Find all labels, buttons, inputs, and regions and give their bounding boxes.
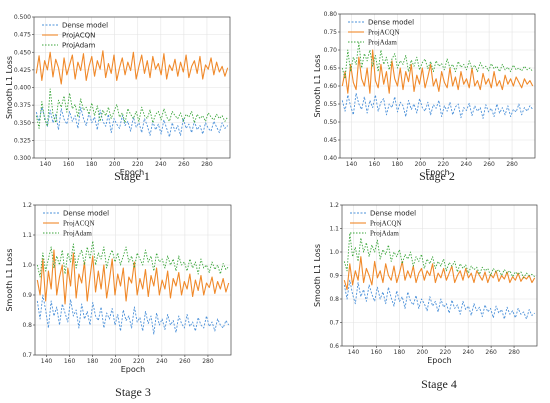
x-tick-label: 140 xyxy=(346,161,358,168)
y-tick-label: 0.60 xyxy=(324,83,338,90)
y-tick-label: 0.9 xyxy=(329,273,339,280)
y-tick-label: 0.70 xyxy=(324,47,338,54)
legend-entry: ProjAdam xyxy=(63,230,92,238)
y-axis-label: Smooth L1 Loss xyxy=(313,54,322,117)
y-tick-label: 0.55 xyxy=(324,101,338,108)
y-tick-label: 1.2 xyxy=(22,202,32,209)
x-tick-label: 140 xyxy=(348,349,360,356)
legend-entry: Dense model xyxy=(368,19,414,27)
y-tick-label: 1.0 xyxy=(22,262,32,269)
y-tick-label: 0.475 xyxy=(14,32,31,39)
x-tick-label: 200 xyxy=(415,161,427,168)
y-tick-label: 0.9 xyxy=(22,292,32,299)
panel-caption: Stage 3 xyxy=(115,385,151,399)
x-axis-label: Epoch xyxy=(427,356,452,365)
y-tick-label: 0.6 xyxy=(329,343,339,350)
panel-caption: Stage 4 xyxy=(421,377,457,391)
y-tick-label: 1.1 xyxy=(22,232,32,239)
y-tick-label: 0.400 xyxy=(14,85,31,92)
x-tick-label: 160 xyxy=(371,349,383,356)
y-tick-label: 0.7 xyxy=(22,352,32,359)
y-tick-label: 0.40 xyxy=(324,155,338,162)
chart-stage-1: 0.300 0.325 0.350 0.375 0.400 0.425 0.450 0.475… xyxy=(5,14,230,183)
y-axis-label: Smooth L1 Loss xyxy=(5,248,14,311)
x-tick-label: 260 xyxy=(179,358,191,365)
x-tick-label: 280 xyxy=(202,358,214,365)
x-tick-label: 280 xyxy=(201,161,213,168)
y-tick-label: 0.450 xyxy=(14,49,31,56)
x-tick-label: 140 xyxy=(40,161,52,168)
x-tick-label: 160 xyxy=(64,358,76,365)
x-tick-label: 280 xyxy=(508,349,520,356)
x-tick-label: 240 xyxy=(462,349,474,356)
y-tick-label: 0.350 xyxy=(14,120,31,127)
x-tick-label: 260 xyxy=(485,349,497,356)
chart-stage-2: 0.40 0.45 0.50 0.55 0.60 0.65 0.70 0.75 0.80 140 1… xyxy=(313,11,535,183)
y-tick-label: 1.2 xyxy=(329,202,339,209)
x-tick-label: 220 xyxy=(440,349,452,356)
y-tick-label: 1.0 xyxy=(329,249,339,256)
legend-entry: Dense model xyxy=(63,210,109,218)
x-tick-label: 160 xyxy=(369,161,381,168)
panel-caption: Stage 1 xyxy=(114,169,150,183)
x-tick-label: 220 xyxy=(132,161,144,168)
x-tick-label: 200 xyxy=(417,349,429,356)
chart-stage-4: 0.6 0.7 0.8 0.9 1.0 1.1 1.2 140 160 180 200 220 240 2… xyxy=(313,202,537,391)
y-tick-label: 0.45 xyxy=(324,137,338,144)
legend-entry: Dense model xyxy=(62,22,108,30)
legend-entry: ProjACQN xyxy=(368,29,400,37)
x-tick-label: 140 xyxy=(41,358,53,365)
y-tick-label: 0.8 xyxy=(22,322,32,329)
legend-entry: ProjAdam xyxy=(370,230,399,238)
x-axis-label: Epoch xyxy=(121,365,146,374)
y-axis-label: Smooth L1 Loss xyxy=(313,244,322,307)
y-tick-label: 0.80 xyxy=(324,11,338,18)
x-tick-label: 180 xyxy=(394,349,406,356)
panel-caption: Stage 2 xyxy=(419,169,455,183)
x-tick-label: 280 xyxy=(506,161,518,168)
y-axis-label: Smooth L1 Loss xyxy=(5,56,14,119)
legend-entry: Dense model xyxy=(370,210,416,218)
x-tick-label: 180 xyxy=(86,161,98,168)
y-tick-label: 0.375 xyxy=(14,102,31,109)
y-tick-label: 0.425 xyxy=(14,67,31,74)
y-tick-label: 0.7 xyxy=(329,320,339,327)
x-tick-label: 180 xyxy=(392,161,404,168)
x-tick-label: 260 xyxy=(483,161,495,168)
legend-entry: ProjAdam xyxy=(62,42,95,50)
y-tick-label: 0.65 xyxy=(324,65,338,72)
x-tick-label: 240 xyxy=(155,161,167,168)
x-tick-label: 240 xyxy=(156,358,168,365)
x-tick-label: 240 xyxy=(460,161,472,168)
y-tick-label: 0.75 xyxy=(324,29,338,36)
y-tick-label: 0.500 xyxy=(14,14,31,21)
y-tick-label: 0.8 xyxy=(329,296,339,303)
y-tick-label: 0.300 xyxy=(14,155,31,162)
x-tick-label: 260 xyxy=(178,161,190,168)
legend-entry: ProjACQN xyxy=(370,220,402,228)
y-tick-label: 0.325 xyxy=(14,137,31,144)
chart-stage-3: 0.7 0.8 0.9 1.0 1.1 1.2 140 160 180 200 220 240 260 2… xyxy=(5,202,231,399)
x-tick-label: 220 xyxy=(133,358,145,365)
legend-entry: ProjACQN xyxy=(63,220,95,228)
legend-entry: ProjACQN xyxy=(62,32,95,40)
x-tick-label: 200 xyxy=(109,161,121,168)
x-tick-label: 200 xyxy=(110,358,122,365)
x-tick-label: 180 xyxy=(87,358,99,365)
legend-entry: ProjAdam xyxy=(368,39,397,47)
x-tick-label: 220 xyxy=(438,161,450,168)
x-tick-label: 160 xyxy=(63,161,75,168)
y-tick-label: 0.50 xyxy=(324,119,338,126)
y-tick-label: 1.1 xyxy=(329,226,339,233)
